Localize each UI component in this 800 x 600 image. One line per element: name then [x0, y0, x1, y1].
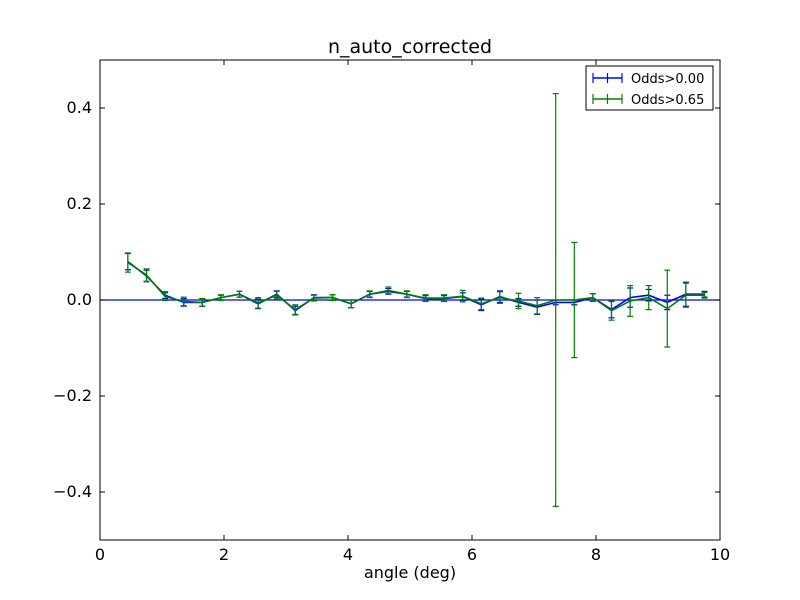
- y-tick-label: 0.0: [67, 290, 92, 309]
- x-tick-label: 6: [467, 545, 477, 564]
- x-tick-label: 4: [343, 545, 353, 564]
- legend-label: Odds>0.00: [631, 72, 704, 87]
- x-tick-label: 8: [591, 545, 601, 564]
- y-tick-label: −0.2: [53, 386, 92, 405]
- legend: Odds>0.00 Odds>0.65: [585, 65, 714, 111]
- x-tick-label: 0: [95, 545, 105, 564]
- x-tick-label: 10: [710, 545, 730, 564]
- series-line: [127, 261, 705, 312]
- y-tick-label: 0.2: [67, 194, 92, 213]
- x-tick-label: 2: [219, 545, 229, 564]
- plot-area: [100, 92, 720, 507]
- y-tick-label: −0.4: [53, 482, 92, 501]
- x-axis-label: angle (deg): [364, 563, 456, 582]
- axis-ticks: 0 2 4 6 8 10 0.4 0.2 0.0 −0.2 −0.4: [53, 60, 730, 564]
- series-2: [124, 92, 708, 507]
- chart-title: n_auto_corrected: [328, 36, 492, 58]
- legend-label: Odds>0.65: [631, 93, 704, 108]
- y-tick-label: 0.4: [67, 98, 92, 117]
